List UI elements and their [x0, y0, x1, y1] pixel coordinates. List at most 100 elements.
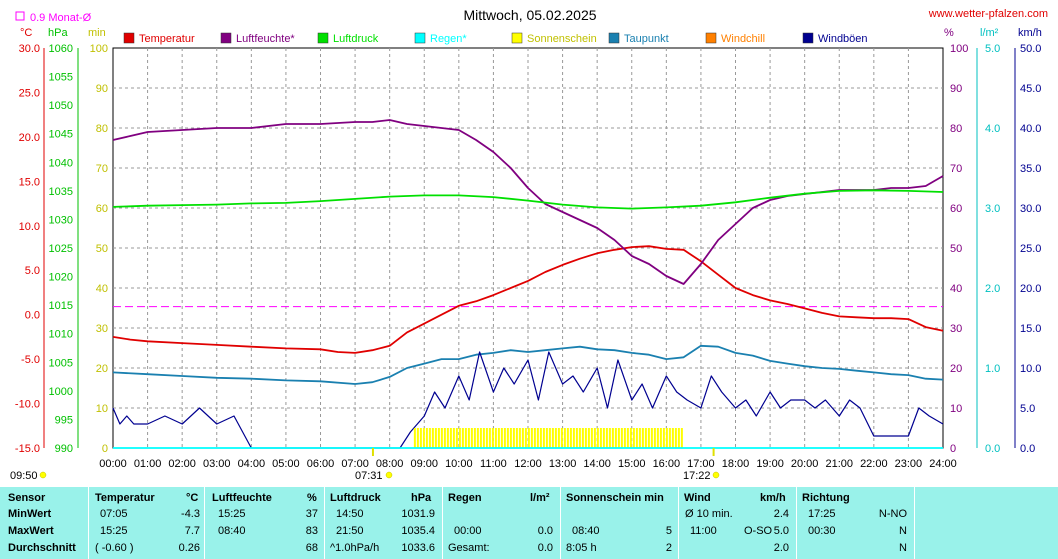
unit-min: min — [88, 27, 106, 39]
sunshine-bars — [413, 428, 683, 448]
pct-tick: 0 — [950, 443, 956, 455]
x-tick: 08:00 — [376, 458, 404, 470]
chart-title: Mittwoch, 05.02.2025 — [463, 7, 596, 23]
press-value: 1031.9 — [401, 508, 435, 520]
sunshine-bar — [593, 428, 596, 448]
hum-time: 15:25 — [218, 508, 246, 520]
sunshine-bar — [608, 428, 611, 448]
rain-tick: 4.0 — [985, 123, 1000, 135]
press-tick: 1020 — [49, 272, 73, 284]
x-tick: 21:00 — [825, 458, 853, 470]
sunshine-bar — [479, 428, 482, 448]
sunshine-bar — [473, 428, 476, 448]
legend-swatch — [608, 32, 620, 44]
sunshine-bar — [509, 428, 512, 448]
sunrise-icon — [385, 471, 393, 479]
sunshine-bar — [542, 428, 545, 448]
temp-tick: -10.0 — [15, 399, 40, 411]
sunshine-bar — [581, 428, 584, 448]
sun-time: 8:05 h — [566, 542, 597, 554]
sunshine-bar — [428, 428, 431, 448]
press-tick: 1025 — [49, 243, 73, 255]
press-time: ^1.0hPa/h — [330, 542, 380, 554]
hdr-press-unit: hPa — [411, 492, 432, 504]
sunshine-bar — [560, 428, 563, 448]
sunrise-label: 07:31 — [355, 470, 383, 482]
site-link[interactable]: www.wetter-pfalzen.com — [928, 8, 1048, 20]
x-tick: 06:00 — [307, 458, 335, 470]
temp-tick: 15.0 — [19, 176, 40, 188]
dir-value: N-NO — [878, 508, 907, 520]
legend-label: Taupunkt — [624, 33, 669, 45]
x-tick: 09:00 — [410, 458, 438, 470]
sunshine-bar — [422, 428, 425, 448]
divider — [204, 487, 205, 559]
wind-dir: O-SO — [744, 525, 773, 537]
temp-value: 7.7 — [184, 525, 200, 537]
x-tick: 23:00 — [895, 458, 923, 470]
sunshine-bar — [587, 428, 590, 448]
legend-swatch — [705, 32, 717, 44]
min-tick: 50 — [96, 243, 108, 255]
unit-press: hPa — [48, 27, 68, 39]
sunshine-bar — [500, 428, 503, 448]
sunshine-bar — [548, 428, 551, 448]
row-label: MaxWert — [8, 525, 54, 537]
temp-tick: 5.0 — [25, 265, 40, 277]
sunshine-bar — [668, 428, 671, 448]
hum-value: 83 — [305, 525, 318, 537]
legend: Temperatur Luftfeuchte* Luftdruck Regen* Son… — [123, 32, 868, 45]
hum-value: 37 — [305, 508, 318, 520]
sunshine-bar — [482, 428, 485, 448]
min-tick: 30 — [96, 323, 108, 335]
press-tick: 1030 — [49, 214, 73, 226]
sunshine-bar — [545, 428, 548, 448]
sunshine-bar — [590, 428, 593, 448]
press-time: 21:50 — [336, 525, 364, 537]
sunshine-bar — [416, 428, 419, 448]
sunshine-bar — [536, 428, 539, 448]
x-tick: 11:00 — [480, 458, 507, 470]
sunshine-bar — [659, 428, 662, 448]
hum-value: 68 — [305, 542, 318, 554]
temp-time: 07:05 — [100, 508, 128, 520]
hum-time: 08:40 — [218, 525, 246, 537]
sun-value: 5 — [665, 525, 672, 537]
min-tick: 20 — [96, 363, 108, 375]
sunshine-bar — [554, 428, 557, 448]
legend-swatch — [802, 32, 814, 44]
sunshine-bar — [458, 428, 461, 448]
sunshine-bar — [569, 428, 572, 448]
wind-time: 11:00 — [690, 525, 717, 537]
temp-tick: 20.0 — [19, 132, 40, 144]
temp-time: 15:25 — [100, 525, 128, 537]
divider — [560, 487, 561, 559]
stats-row-min: MinWert 07:05 -4.3 15:25 37 14:50 1031.9… — [0, 506, 1058, 522]
rain-tick: 3.0 — [985, 203, 1000, 215]
sunshine-bar — [572, 428, 575, 448]
x-tick: 20:00 — [791, 458, 819, 470]
sunshine-bar — [614, 428, 617, 448]
hdr-temp: Temperatur — [95, 492, 155, 504]
pct-tick: 70 — [950, 163, 962, 175]
pct-tick: 20 — [950, 363, 962, 375]
dir-value: N — [899, 542, 907, 554]
sunshine-bar — [437, 428, 440, 448]
sunshine-bar — [476, 428, 479, 448]
wind-tick: 50.0 — [1020, 43, 1041, 55]
pct-tick: 10 — [950, 403, 962, 415]
legend-label: Temperatur — [139, 33, 195, 45]
sunshine-bar — [638, 428, 641, 448]
divider — [796, 487, 797, 559]
wind-tick: 45.0 — [1020, 83, 1041, 95]
sunshine-bar — [656, 428, 659, 448]
sunshine-bar — [602, 428, 605, 448]
sunshine-bar — [671, 428, 674, 448]
sunshine-bar — [470, 428, 473, 448]
wind-value: 2.0 — [773, 542, 789, 554]
x-tick: 17:00 — [687, 458, 715, 470]
min-tick: 0 — [102, 443, 108, 455]
sunshine-bar — [674, 428, 677, 448]
sunshine-bar — [467, 428, 470, 448]
sunshine-bar — [632, 428, 635, 448]
